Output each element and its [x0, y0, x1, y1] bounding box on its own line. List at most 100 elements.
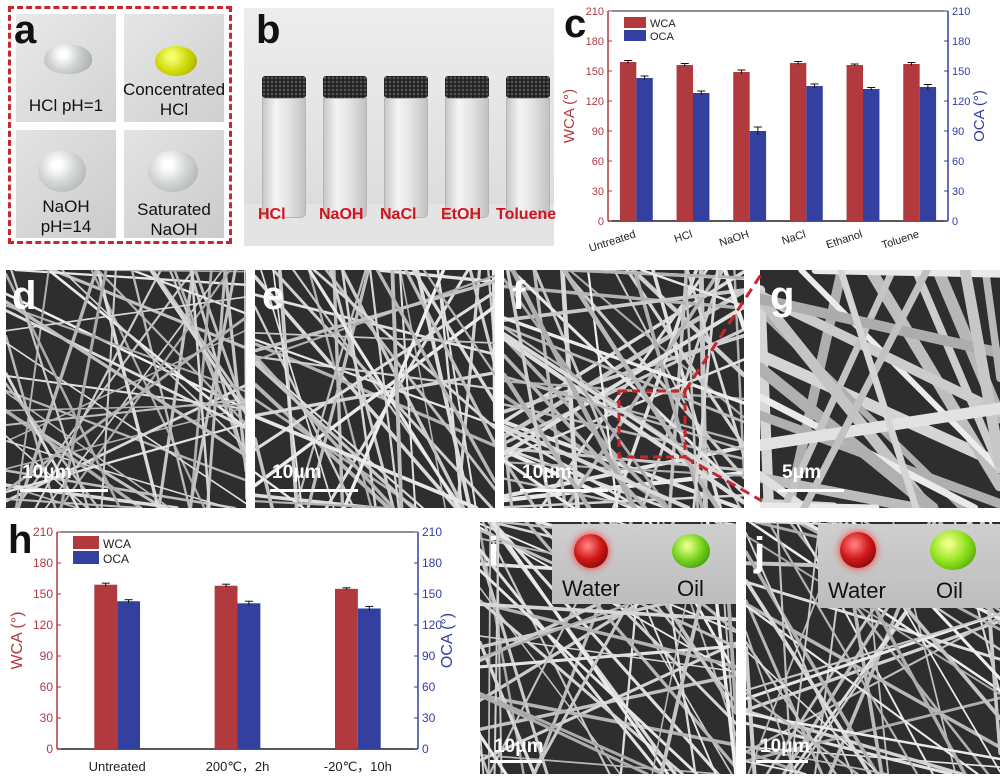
- y-axis-title-left: WCA (°): [561, 89, 578, 143]
- fiber: [480, 641, 736, 762]
- fiber: [789, 522, 821, 774]
- fiber: [100, 270, 117, 508]
- left-tick-label: 30: [40, 711, 54, 725]
- sem-image-e: [255, 270, 495, 508]
- water-droplet-i: [574, 534, 608, 568]
- fiber: [173, 270, 246, 464]
- fiber: [837, 270, 920, 508]
- fiber: [436, 270, 477, 508]
- fiber: [487, 522, 677, 774]
- panel-label-f: f: [512, 274, 526, 318]
- bar-oca: [237, 603, 261, 749]
- left-tick-label: 120: [586, 96, 604, 108]
- bottle-label: NaCl: [380, 206, 417, 223]
- drop-label-conc-hcl: Concentrated HCl: [118, 80, 230, 120]
- fiber: [342, 270, 446, 508]
- sem-image-d: [6, 270, 246, 508]
- bar-wca: [619, 62, 637, 221]
- bar-oca: [357, 608, 381, 749]
- scale-bar-g: [778, 489, 844, 492]
- legend-label: OCA: [103, 552, 129, 566]
- fiber: [746, 612, 1000, 701]
- panel-label-d: d: [12, 274, 37, 318]
- left-tick-label: 210: [586, 6, 604, 18]
- fiber: [390, 270, 404, 508]
- fiber: [6, 304, 246, 393]
- fiber: [157, 270, 195, 508]
- fiber: [376, 270, 495, 284]
- fiber: [487, 522, 492, 774]
- fiber: [255, 437, 274, 508]
- inset-oil-label-j: Oil: [936, 578, 963, 603]
- fiber: [491, 522, 720, 774]
- fiber: [692, 270, 719, 508]
- fiber: [190, 270, 211, 508]
- fiber: [255, 290, 495, 452]
- legend-swatch: [624, 17, 646, 28]
- category-label: -20℃，10h: [324, 759, 392, 774]
- panel-label-b: b: [256, 8, 281, 52]
- fiber: [746, 760, 807, 774]
- fiber: [14, 270, 50, 508]
- scale-bar-d: [20, 489, 108, 492]
- fiber: [6, 316, 246, 493]
- fiber: [641, 270, 724, 508]
- fiber: [255, 500, 391, 508]
- bottle-cap: [445, 76, 489, 98]
- fiber: [505, 270, 553, 508]
- fiber: [6, 469, 236, 508]
- fiber: [959, 270, 1000, 469]
- fiber: [6, 483, 179, 508]
- fiber: [798, 270, 1000, 473]
- bar-oca: [117, 601, 141, 749]
- fiber: [504, 458, 576, 508]
- panel-label-h: h: [8, 518, 33, 562]
- fiber: [800, 270, 931, 508]
- right-tick-label: 0: [422, 742, 429, 756]
- bottle-glass: [506, 98, 550, 218]
- fiber: [130, 270, 191, 508]
- drop-label-sat-naoh: Saturated NaOH: [124, 200, 224, 240]
- y-axis-title-right: OCA (°): [439, 613, 456, 668]
- category-label: NaOH: [718, 228, 751, 249]
- fiber: [6, 391, 171, 508]
- bar-oca: [693, 93, 710, 221]
- drop-label-conc-hcl-line1: Concentrated: [122, 80, 226, 99]
- scale-label-d: 10μm: [22, 462, 72, 483]
- panel-label-i: i: [488, 530, 500, 574]
- fiber: [244, 270, 246, 500]
- fiber: [480, 601, 736, 669]
- left-tick-label: 90: [592, 126, 604, 138]
- fiber: [504, 288, 744, 323]
- fiber: [746, 709, 964, 774]
- inset-oil-label-i: Oil: [677, 576, 704, 601]
- fiber: [480, 731, 485, 774]
- legend-swatch: [624, 30, 646, 41]
- zoom-indicator: [617, 272, 764, 503]
- fiber: [504, 336, 744, 505]
- drop-label-sat-naoh-line2: NaOH: [150, 220, 198, 239]
- fiber: [480, 733, 508, 774]
- fiber: [746, 612, 1000, 692]
- chart-c: 0 0 30 30 60 60 90 90 120 120 150 150 180 180 210 210 WC…: [561, 6, 988, 255]
- left-tick-label: 0: [598, 216, 604, 228]
- category-label: Untreated: [588, 228, 638, 254]
- category-label: HCl: [673, 228, 694, 245]
- category-label: 200℃，2h: [206, 759, 270, 774]
- fiber: [255, 274, 459, 508]
- bar-wca: [903, 64, 920, 221]
- drop-label-naoh-line2: pH=14: [40, 217, 92, 236]
- fiber: [746, 691, 859, 774]
- legend-label: WCA: [650, 18, 676, 30]
- fiber: [255, 361, 415, 508]
- bar-wca: [94, 584, 118, 749]
- scale-bar-i: [490, 760, 542, 763]
- right-tick-label: 120: [422, 618, 442, 632]
- fiber: [510, 270, 637, 508]
- fiber: [504, 403, 744, 461]
- drop-photo-hcl-ph1: [16, 14, 116, 122]
- bar-oca: [749, 131, 767, 221]
- fiber: [6, 403, 246, 412]
- bar-oca: [863, 89, 880, 221]
- bar-wca: [676, 65, 693, 221]
